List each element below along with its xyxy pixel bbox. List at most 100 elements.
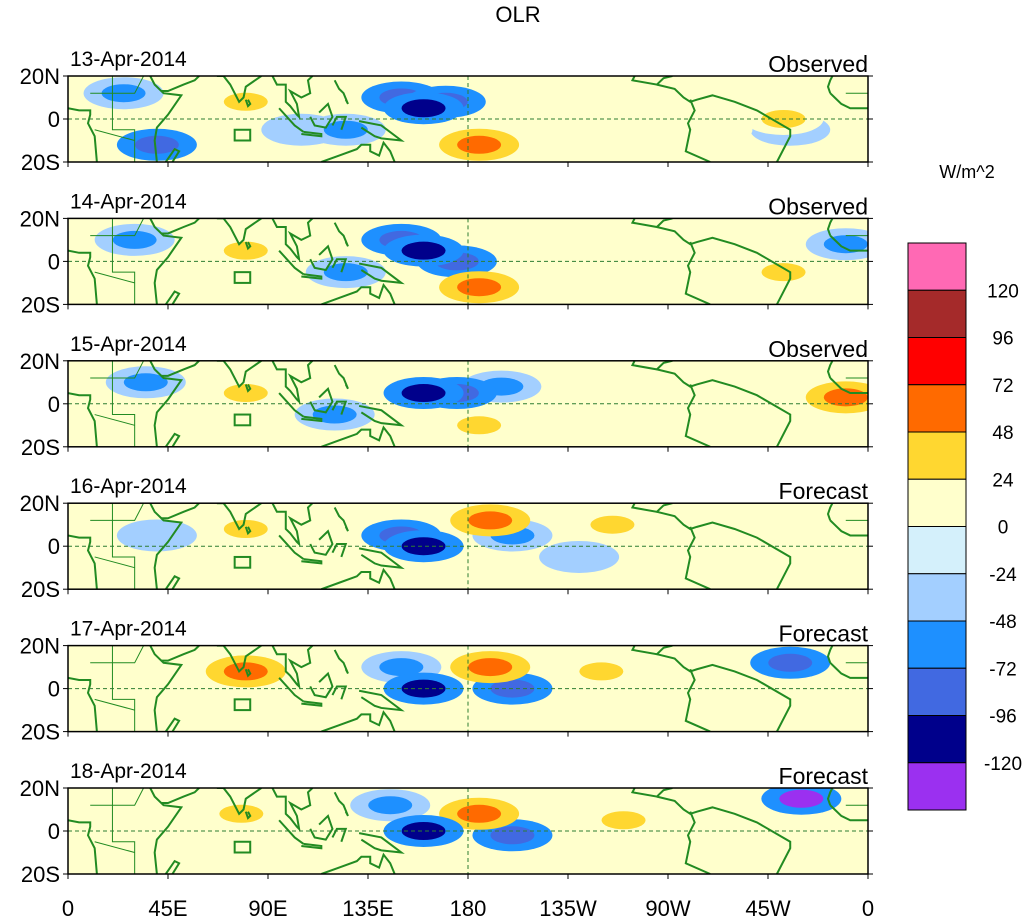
panel-date: 13-Apr-2014	[70, 48, 187, 71]
coastline	[684, 384, 711, 447]
anomaly-core	[457, 416, 502, 435]
y-tick-label: 0	[48, 107, 60, 132]
colorbar-segment	[907, 337, 967, 386]
coastline	[309, 244, 334, 272]
anomaly-core	[401, 822, 446, 840]
anomaly-core	[779, 789, 824, 808]
anomaly-core	[179, 839, 224, 858]
coastline	[216, 360, 262, 389]
coastline	[333, 79, 349, 105]
coastline	[309, 102, 334, 129]
coastline	[68, 107, 98, 162]
panel-kind: Observed	[768, 51, 868, 77]
coastline	[358, 689, 405, 712]
colorbar-segment	[907, 384, 967, 433]
coastline	[149, 788, 184, 874]
colorbar-segment	[907, 762, 967, 811]
coastline	[358, 547, 405, 570]
country-border	[111, 788, 136, 874]
coastline	[244, 668, 252, 678]
x-tick-label: 135E	[342, 896, 393, 920]
coastline	[331, 685, 348, 700]
coastline	[358, 404, 405, 427]
anomaly-core	[546, 99, 590, 118]
coastline	[278, 392, 305, 418]
coastline	[826, 503, 834, 521]
panel-date: 16-Apr-2014	[70, 475, 187, 498]
anomaly-core	[323, 263, 368, 282]
y-tick-label: 20N	[20, 206, 60, 231]
anomaly-core	[323, 120, 368, 139]
panel-date: 17-Apr-2014	[70, 618, 187, 641]
coastline	[358, 120, 405, 142]
coastline	[301, 558, 323, 565]
anomaly-core	[223, 241, 268, 260]
panel-field	[68, 503, 868, 590]
anomaly-core	[457, 804, 502, 823]
coastline	[301, 415, 323, 423]
panel-5: 20N 0 20S 17-Apr-2014 Forecast	[20, 618, 873, 745]
coastline	[829, 92, 868, 110]
coastline	[161, 645, 200, 662]
panel-4: 20N 0 20S 16-Apr-2014 Forecast	[20, 475, 873, 602]
colorbar-level-label: 96	[992, 329, 1013, 350]
coastline	[331, 258, 348, 273]
anomaly-core	[761, 263, 806, 282]
y-tick-label: 0	[48, 392, 60, 417]
country-border	[111, 503, 136, 590]
y-tick-label: 0	[48, 534, 60, 559]
anomaly-core	[179, 263, 224, 282]
anomaly-core	[457, 278, 502, 297]
country-border	[94, 414, 135, 426]
colorbar: W/m^2 120 96 72 48 24 0 -24 -48 -72 -96 -120	[907, 162, 1022, 811]
coastline	[320, 425, 396, 447]
coastline	[271, 76, 314, 120]
coastline	[331, 827, 348, 843]
coastline	[301, 700, 323, 707]
panel-date: 14-Apr-2014	[70, 190, 187, 213]
colorbar-segment	[907, 573, 967, 622]
coastline	[68, 819, 98, 874]
coastline	[271, 645, 314, 690]
colorbar-segment	[907, 478, 967, 527]
coastline	[278, 534, 305, 560]
panel-field	[68, 218, 868, 305]
panel-date: 18-Apr-2014	[70, 760, 187, 783]
coastline	[320, 710, 396, 732]
coastline	[309, 671, 334, 699]
colorbar-level-label: 72	[992, 376, 1013, 397]
panel-field	[68, 360, 868, 447]
coastline	[309, 529, 334, 556]
coastline	[161, 76, 200, 93]
coastline	[164, 717, 181, 732]
coastline	[271, 218, 314, 263]
region-box	[233, 840, 252, 854]
region-box	[233, 555, 252, 569]
country-border	[111, 76, 136, 162]
country-border	[90, 218, 144, 237]
anomaly-core	[379, 658, 424, 677]
anomaly-core	[579, 662, 624, 681]
coastline	[358, 262, 405, 285]
coastline	[149, 503, 184, 590]
anomaly-core	[368, 796, 413, 815]
coastline	[826, 645, 834, 664]
country-border	[90, 788, 144, 806]
country-border	[94, 556, 135, 569]
coastline	[309, 386, 334, 414]
panel-field	[68, 645, 868, 732]
colorbar-segment	[907, 620, 967, 669]
panel-kind: Forecast	[779, 621, 869, 647]
coastline	[358, 832, 405, 854]
country-border	[94, 698, 135, 711]
coastline	[331, 115, 348, 131]
coastline	[271, 360, 314, 405]
coastline	[149, 76, 184, 162]
coastline	[164, 859, 181, 874]
chart-title: OLR	[495, 2, 540, 27]
coastline	[331, 400, 348, 415]
anomaly-core	[312, 843, 357, 862]
panel-kind: Observed	[768, 336, 868, 362]
coastline	[164, 290, 181, 305]
x-tick-label: 45E	[148, 896, 187, 920]
